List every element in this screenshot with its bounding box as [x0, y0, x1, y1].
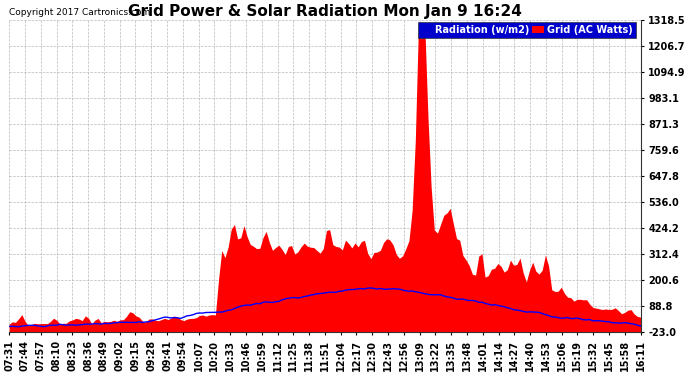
Text: Copyright 2017 Cartronics.com: Copyright 2017 Cartronics.com: [9, 8, 150, 17]
Legend: Radiation (w/m2), Grid (AC Watts): Radiation (w/m2), Grid (AC Watts): [417, 22, 635, 38]
Title: Grid Power & Solar Radiation Mon Jan 9 16:24: Grid Power & Solar Radiation Mon Jan 9 1…: [128, 4, 522, 19]
